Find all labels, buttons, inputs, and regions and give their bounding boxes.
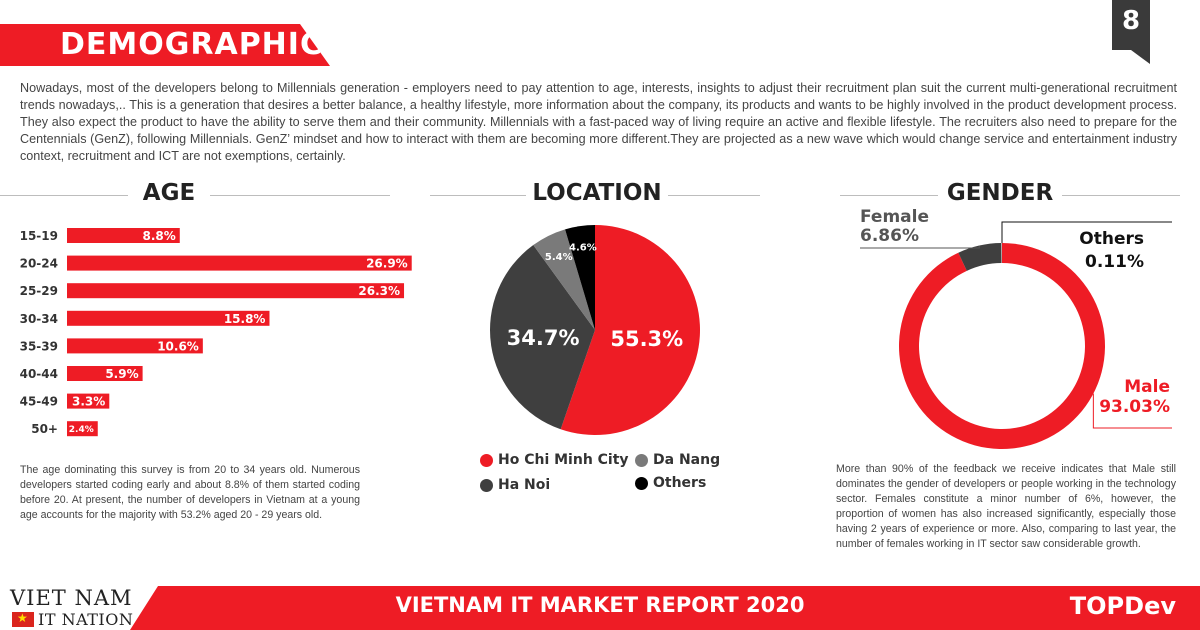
age-bar (67, 366, 143, 381)
gender-heading-line-right (1062, 195, 1180, 196)
location-heading: LOCATION (430, 180, 760, 210)
age-bar (67, 255, 412, 271)
age-category-label: 25-29 (20, 284, 58, 298)
others-label: Others (1079, 229, 1144, 249)
page-title: DEMOGRAPHIC (60, 27, 323, 62)
donut-segment-female (958, 243, 1002, 271)
pie-slice-value-label: 5.4% (545, 252, 573, 263)
gender-heading-label: GENDER (946, 180, 1054, 206)
legend-item-hanoi: Ha Noi (480, 477, 550, 493)
legend-swatch-hanoi (480, 478, 493, 492)
gender-heading-line-left (840, 195, 938, 196)
legend-label-danang: Da Nang (653, 452, 721, 468)
gender-note: More than 90% of the feedback we receive… (836, 463, 1176, 550)
legend-swatch-others (635, 476, 648, 490)
female-callout-line (860, 245, 980, 249)
female-value-label: 6.86% (860, 226, 919, 246)
legend-item-others: Others (635, 475, 706, 491)
age-category-label: 30-34 (20, 312, 58, 326)
others-value-label: 0.11% (1085, 252, 1144, 272)
legend-label-hcmc: Ho Chi Minh City (498, 452, 629, 468)
age-bar-value-label: 5.9% (105, 367, 138, 381)
age-category-label: 40-44 (20, 367, 58, 381)
page-number-tab: 8 (1112, 0, 1150, 64)
female-label: Female (860, 207, 929, 227)
male-callout-line (1092, 393, 1172, 429)
pie-slice-value-label: 55.3% (610, 327, 683, 351)
legend-label-others: Others (653, 475, 707, 491)
age-heading: AGE (0, 180, 390, 210)
legend-item-danang: Da Nang (635, 452, 720, 468)
title-banner: DEMOGRAPHIC (0, 24, 330, 66)
intro-paragraph: Nowadays, most of the developers belong … (20, 81, 1177, 163)
age-bar-value-label: 8.8% (142, 229, 175, 243)
legend-item-hcmc: Ho Chi Minh City (480, 452, 629, 468)
legend-swatch-hcmc (480, 453, 493, 467)
age-bar (67, 421, 98, 437)
page-tab-shape (1112, 0, 1150, 64)
age-bar (67, 283, 405, 299)
location-heading-label: LOCATION (532, 180, 662, 206)
pie-slice-value-label: 34.7% (507, 326, 580, 350)
location-heading-line-right (668, 195, 760, 196)
age-bar-value-label: 15.8% (224, 312, 266, 326)
others-callout-line (1001, 221, 1172, 243)
age-bar (67, 310, 270, 326)
age-note: The age dominating this survey is from 2… (20, 464, 360, 521)
age-category-label: 35-39 (20, 339, 58, 353)
age-category-label: 45-49 (20, 395, 58, 409)
age-category-label: 50+ (31, 422, 58, 436)
age-category-label: 20-24 (20, 257, 58, 271)
location-pie-chart: 55.3% 34.7% 5.4%4.6% (490, 225, 700, 435)
male-value-label: 93.03% (1099, 397, 1170, 417)
age-bar-value-label: 26.9% (366, 257, 408, 271)
gender-heading: GENDER (840, 180, 1180, 210)
brand-left-subtext: IT NATION (38, 610, 134, 629)
age-bar-chart: 15-19 8.8% 20-24 26.9% 25-29 26.3% 30-34 15.8% 3… (20, 228, 412, 437)
donut-segment-male (899, 243, 1105, 449)
footer-title: VIETNAM IT MARKET REPORT 2020 (395, 593, 805, 617)
age-bar-value-label: 26.3% (358, 284, 400, 298)
legend-label-hanoi: Ha Noi (498, 477, 551, 493)
legend-swatch-danang (635, 453, 648, 467)
age-heading-line-right (210, 195, 390, 196)
vietnam-flag-icon (12, 611, 34, 627)
topdev-logo: TOPDev (1069, 592, 1176, 620)
age-bar-value-label: 3.3% (72, 395, 105, 409)
pie-slice-hcmc (560, 225, 700, 435)
location-heading-line-left (430, 195, 526, 196)
male-label: Male (1124, 377, 1170, 397)
brand-left-text: VIET NAM (10, 586, 133, 610)
age-bar (67, 228, 180, 243)
age-category-label: 15-19 (20, 229, 58, 243)
footer-bar: VIET NAM IT NATION VIETNAM IT MARKET REP… (0, 586, 1200, 630)
age-bar-value-label: 2.4% (69, 425, 94, 435)
age-bar (67, 338, 203, 354)
pie-slice-hanoi (490, 245, 595, 430)
footer-shape (130, 586, 1200, 630)
vietnam-it-nation-logo: VIET NAM IT NATION (10, 588, 133, 630)
donut-segment-others (1001, 243, 1002, 264)
title-banner-shape (0, 24, 330, 66)
pie-slice-danang (533, 229, 595, 330)
age-heading-line-left (0, 195, 128, 196)
age-bar (67, 393, 110, 409)
age-heading-label: AGE (142, 180, 196, 206)
pie-slice-others (565, 225, 595, 330)
pie-slice-value-label: 4.6% (569, 242, 597, 253)
page-number: 8 (1121, 6, 1141, 36)
age-bar-value-label: 10.6% (157, 339, 199, 353)
